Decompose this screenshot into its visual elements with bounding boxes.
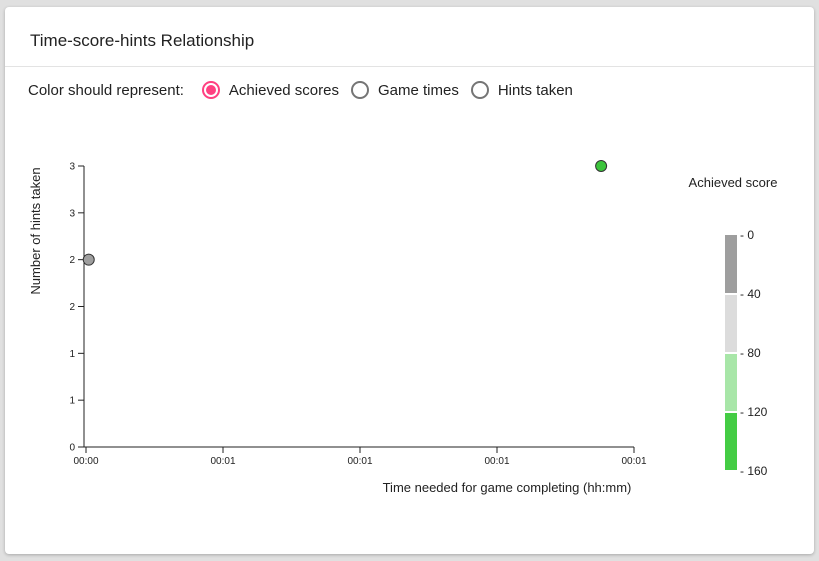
radio-checked-icon[interactable] [201, 81, 220, 99]
color-selector: Color should represent: Achieved scores … [28, 77, 585, 103]
color-selector-label: Color should represent: [28, 81, 184, 99]
radio-label: Achieved scores [228, 81, 339, 99]
y-tick-label: 2 [69, 302, 75, 313]
x-axis-label: Time needed for game completing (hh:mm) [383, 480, 632, 495]
radio-label: Hints taken [497, 81, 573, 99]
y-tick-label: 0 [69, 443, 75, 454]
divider [5, 66, 814, 67]
legend-label: - 0 [740, 228, 754, 242]
legend-swatch [725, 295, 737, 352]
y-axis-label: Number of hints taken [28, 167, 43, 294]
radio-unchecked-icon[interactable] [350, 81, 369, 99]
legend-swatch [725, 235, 737, 293]
x-tick-label: 00:01 [484, 456, 509, 467]
legend-label: - 40 [740, 287, 761, 301]
radio-unchecked-icon[interactable] [470, 81, 489, 99]
chart-card: Time-score-hints Relationship Color shou… [5, 7, 814, 554]
x-tick-label: 00:01 [347, 456, 372, 467]
x-tick-label: 00:01 [210, 456, 235, 467]
legend-swatch [725, 413, 737, 470]
legend-label: - 120 [740, 405, 768, 419]
data-point [82, 253, 95, 266]
legend-title: Achieved score [689, 175, 778, 190]
legend-swatch [725, 354, 737, 411]
radio-achieved-scores[interactable]: Achieved scores [201, 81, 339, 99]
radio-game-times[interactable]: Game times [350, 81, 459, 99]
radio-label: Game times [377, 81, 459, 99]
data-point [595, 160, 608, 172]
legend-label: - 80 [740, 346, 761, 360]
y-tick-label: 3 [69, 208, 75, 219]
y-tick-label: 2 [69, 255, 75, 266]
radio-hints-taken[interactable]: Hints taken [470, 81, 573, 99]
legend-label: - 160 [740, 464, 768, 478]
x-tick-label: 00:01 [621, 456, 646, 467]
y-tick-label: 1 [69, 349, 75, 360]
card-title: Time-score-hints Relationship [30, 31, 255, 50]
x-tick-label: 00:00 [73, 456, 98, 467]
y-tick-label: 1 [69, 396, 75, 407]
y-tick-label: 3 [69, 162, 75, 173]
